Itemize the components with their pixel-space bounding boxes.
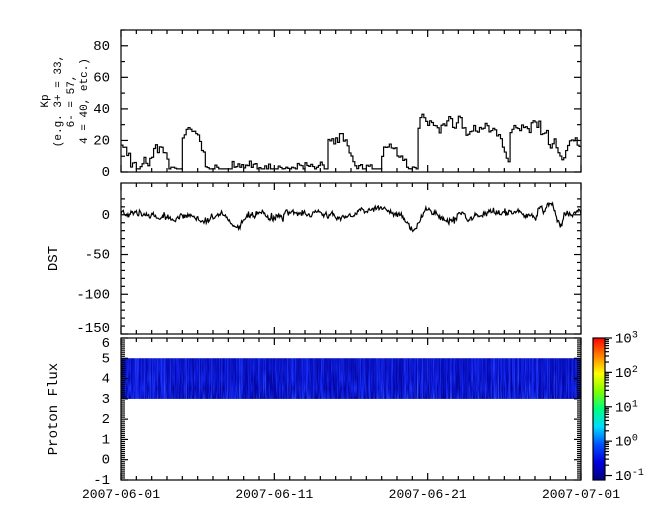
svg-text:5: 5 bbox=[102, 351, 110, 367]
svg-text:0: 0 bbox=[102, 453, 110, 469]
svg-text:2007-07-01: 2007-07-01 bbox=[542, 487, 620, 502]
svg-text:2007-06-21: 2007-06-21 bbox=[389, 487, 467, 502]
svg-text:0: 0 bbox=[102, 208, 110, 224]
svg-text:2: 2 bbox=[102, 412, 110, 428]
svg-text:Proton Flux: Proton Flux bbox=[46, 363, 62, 455]
svg-text:-100: -100 bbox=[76, 287, 110, 303]
svg-text:DST: DST bbox=[46, 246, 62, 271]
svg-text:Kp: Kp bbox=[40, 94, 52, 107]
svg-text:-50: -50 bbox=[85, 248, 110, 264]
svg-text:6- = 57,: 6- = 57, bbox=[66, 75, 78, 128]
svg-text:2007-06-01: 2007-06-01 bbox=[82, 487, 160, 502]
svg-text:3: 3 bbox=[102, 392, 110, 408]
svg-text:-150: -150 bbox=[76, 321, 110, 337]
svg-text:4 = 40, etc.): 4 = 40, etc.) bbox=[79, 58, 91, 144]
svg-text:6: 6 bbox=[102, 336, 110, 352]
svg-text:20: 20 bbox=[93, 133, 110, 149]
svg-text:4: 4 bbox=[102, 372, 110, 388]
svg-text:(e.g. 3+ = 33,: (e.g. 3+ = 33, bbox=[53, 55, 65, 147]
svg-text:2007-06-11: 2007-06-11 bbox=[235, 487, 313, 502]
svg-text:1: 1 bbox=[102, 432, 110, 448]
svg-text:80: 80 bbox=[93, 39, 110, 55]
svg-text:40: 40 bbox=[93, 102, 110, 118]
svg-text:0: 0 bbox=[102, 165, 110, 181]
svg-text:60: 60 bbox=[93, 70, 110, 86]
